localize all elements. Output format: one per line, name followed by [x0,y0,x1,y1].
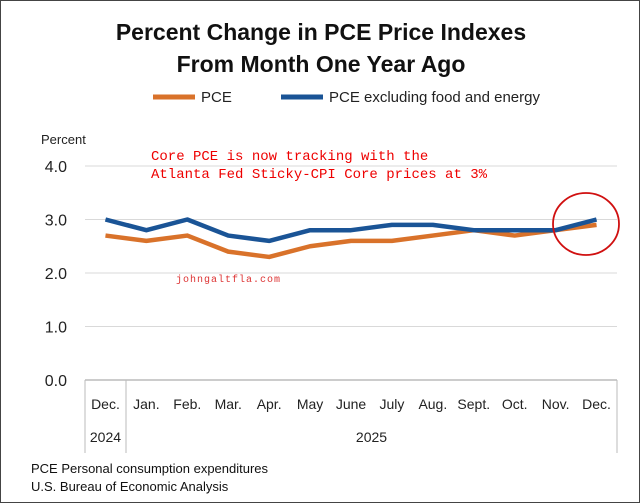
chart-title-line1: Percent Change in PCE Price Indexes [115,19,527,45]
x-tick-label: Oct. [502,396,528,412]
y-tick-label: 2.0 [45,266,67,283]
x-tick-label: June [336,396,367,412]
x-tick-label: Jan. [133,396,159,412]
legend-label: PCE [201,89,232,106]
watermark: johngaltfla.com [176,275,282,286]
x-tick-label: July [379,396,404,412]
year-label: 2025 [356,429,387,445]
x-tick-label: Aug. [418,396,447,412]
year-label: 2024 [90,429,121,445]
footer-note: PCE Personal consumption expenditures [31,461,269,476]
y-tick-label: 4.0 [45,159,67,176]
x-tick-label: Dec. [91,396,120,412]
x-tick-label: Mar. [215,396,242,412]
legend-label: PCE excluding food and energy [329,89,540,106]
x-tick-label: Nov. [542,396,570,412]
x-tick-label: Sept. [457,396,490,412]
highlight-circle [552,192,620,256]
x-tick-label: Apr. [257,396,282,412]
chart-title-line2: From Month One Year Ago [176,51,466,77]
y-axis-label: Percent [41,132,86,147]
footer-source: U.S. Bureau of Economic Analysis [31,479,229,494]
x-tick-label: Feb. [173,396,201,412]
x-tick-label: May [297,396,323,412]
x-tick-label: Dec. [582,396,611,412]
y-tick-label: 0.0 [45,373,67,390]
y-tick-label: 3.0 [45,213,67,230]
annotation-line1: Core PCE is now tracking with the [151,149,429,165]
y-tick-label: 1.0 [45,320,67,337]
annotation-line2: Atlanta Fed Sticky-CPI Core prices at 3% [151,167,488,183]
